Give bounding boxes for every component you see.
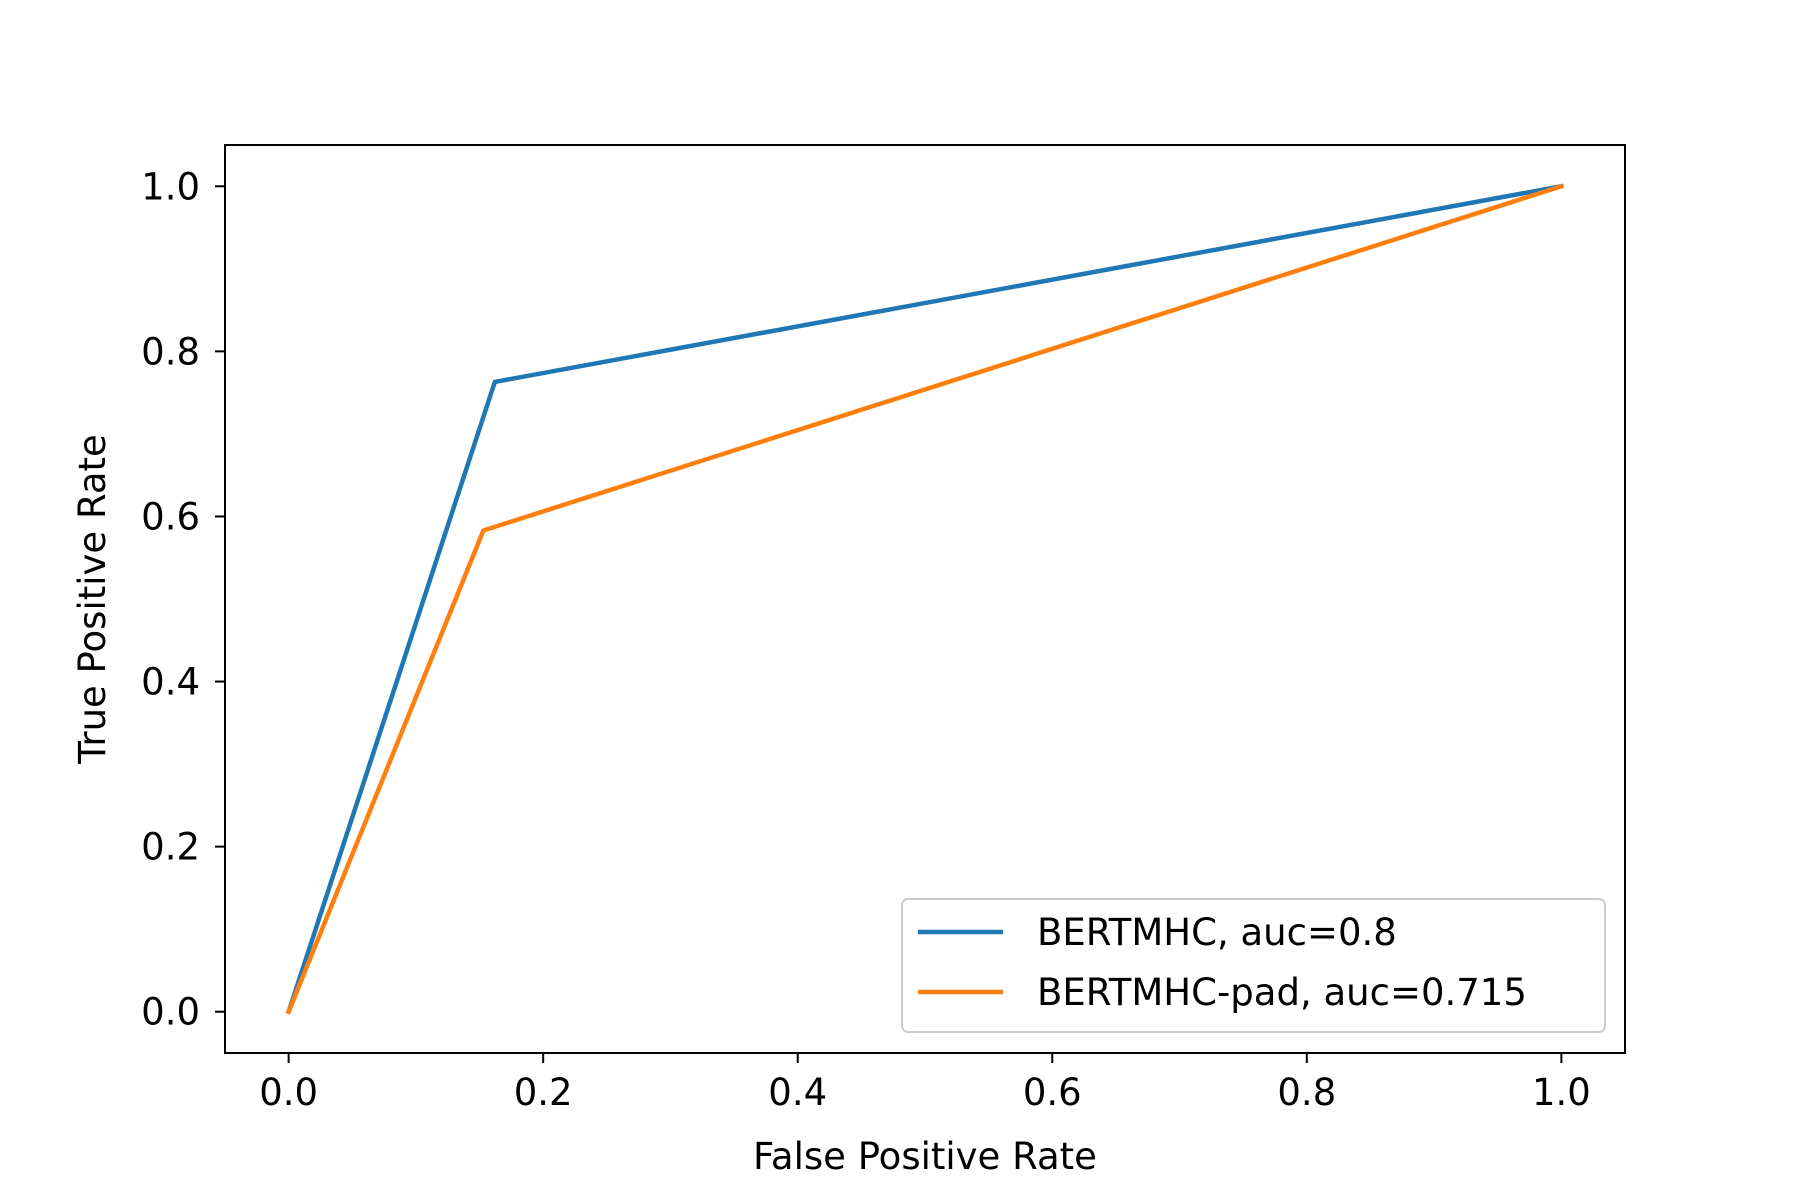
series-line-1 — [285, 183, 1565, 1015]
x-tick-label-0: 0.0 — [259, 1071, 318, 1114]
x-tick-label-1: 0.2 — [514, 1071, 573, 1114]
x-tick-label-4: 0.8 — [1277, 1071, 1336, 1114]
y-axis-ticks: 0.0 0.2 0.4 0.6 0.8 1.0 — [141, 165, 225, 1034]
y-tick-label-4: 0.8 — [141, 330, 200, 373]
legend-frame — [901, 898, 1606, 1033]
legend-label-bertmhc: BERTMHC, auc=0.8 — [1037, 911, 1397, 954]
y-axis-title: True Positive Rate — [71, 434, 114, 765]
x-axis-title: False Positive Rate — [753, 1135, 1097, 1178]
y-tick-label-0: 0.0 — [141, 991, 200, 1034]
x-tick-label-5: 1.0 — [1532, 1071, 1591, 1114]
plot-frame — [224, 144, 1626, 1054]
series-layer — [285, 183, 1565, 1015]
y-tick-label-3: 0.6 — [141, 495, 200, 538]
legend-label-bertmhc-pad: BERTMHC-pad, auc=0.715 — [1037, 971, 1527, 1014]
series-line-0 — [285, 183, 1564, 1015]
legend: BERTMHC, auc=0.8 BERTMHC-pad, auc=0.715 — [901, 898, 1606, 1033]
x-tick-label-3: 0.6 — [1023, 1071, 1082, 1114]
y-tick-label-5: 1.0 — [141, 165, 200, 208]
x-axis-ticks: 0.0 0.2 0.4 0.6 0.8 1.0 — [259, 1053, 1591, 1114]
y-tick-label-1: 0.2 — [141, 826, 200, 869]
y-tick-label-2: 0.4 — [141, 661, 200, 704]
x-tick-label-2: 0.4 — [768, 1071, 827, 1114]
